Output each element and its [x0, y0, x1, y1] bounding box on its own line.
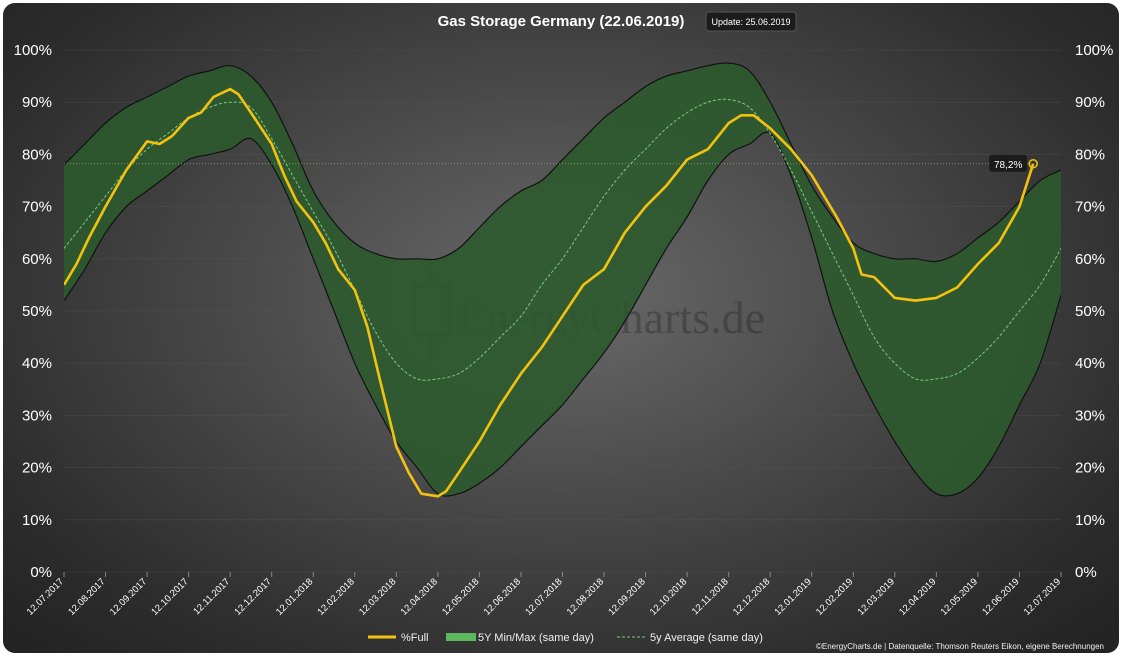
y-tick-label-right: 90%	[1075, 94, 1105, 111]
x-tick-label: 12.06.2018	[482, 576, 523, 617]
x-tick-label: 12.12.2018	[731, 576, 772, 617]
y-tick-label-right: 70%	[1075, 199, 1105, 216]
x-tick-label: 12.04.2019	[897, 576, 938, 617]
x-tick-label: 12.05.2018	[440, 576, 481, 617]
legend: %Full 5Y Min/Max (same day) 5y Average (…	[368, 632, 763, 644]
update-badge: Update: 25.06.2019	[711, 17, 790, 27]
x-tick-label: 12.07.2019	[1022, 576, 1063, 617]
x-tick-label: 12.10.2017	[149, 576, 190, 617]
chart-frame: Gas Storage Germany (22.06.2019) Update:…	[3, 3, 1119, 653]
y-tick-label-left: 50%	[22, 303, 52, 320]
x-tick-label: 12.02.2018	[316, 576, 357, 617]
x-tick-label: 12.01.2019	[772, 576, 813, 617]
x-tick-label: 12.03.2018	[357, 576, 398, 617]
x-tick-label: 12.01.2018	[274, 576, 315, 617]
x-tick-label: 12.07.2017	[25, 576, 66, 617]
y-tick-label-left: 30%	[22, 407, 52, 424]
x-tick-label: 12.10.2018	[648, 576, 689, 617]
y-tick-label-right: 100%	[1075, 42, 1113, 59]
legend-label-band: 5Y Min/Max (same day)	[478, 632, 594, 644]
x-tick-label: 12.08.2018	[565, 576, 606, 617]
x-tick-label: 12.11.2017	[191, 576, 232, 617]
x-tick-label: 12.02.2019	[814, 576, 855, 617]
gas-storage-chart: Gas Storage Germany (22.06.2019) Update:…	[14, 11, 1113, 651]
x-tick-label: 12.05.2019	[939, 576, 980, 617]
current-value-label: 78,2%	[994, 160, 1022, 171]
source-credit: ©EnergyCharts.de | Datenquelle: Thomson …	[816, 642, 1104, 651]
min-max-band	[64, 62, 1061, 497]
y-tick-label-right: 50%	[1075, 303, 1105, 320]
x-tick-label: 12.06.2019	[980, 576, 1021, 617]
y-tick-label-right: 60%	[1075, 251, 1105, 268]
y-tick-label-right: 40%	[1075, 355, 1105, 372]
current-value-label-bg	[989, 154, 1028, 172]
x-tick-label: 12.12.2017	[232, 576, 273, 617]
y-tick-label-left: 90%	[22, 94, 52, 111]
legend-swatch-band	[446, 633, 476, 641]
x-tick-label: 12.07.2018	[523, 576, 564, 617]
y-tick-label-left: 70%	[22, 199, 52, 216]
average-line	[64, 98, 1061, 381]
y-tick-label-left: 80%	[22, 146, 52, 163]
x-tick-label: 12.08.2017	[66, 576, 107, 617]
y-tick-label-left: 0%	[30, 564, 52, 581]
y-tick-label-left: 40%	[22, 355, 52, 372]
full-line	[64, 87, 1035, 498]
y-tick-label-left: 20%	[22, 460, 52, 477]
chart-title: Gas Storage Germany (22.06.2019)	[438, 13, 685, 30]
x-tick-label: 12.04.2018	[399, 576, 440, 617]
current-value-marker	[1028, 159, 1038, 169]
y-tick-label-left: 60%	[22, 251, 52, 268]
y-tick-label-right: 20%	[1075, 460, 1105, 477]
x-tick-label: 12.11.2018	[690, 576, 731, 617]
y-tick-label-left: 10%	[22, 512, 52, 529]
x-tick-label: 12.03.2019	[856, 576, 897, 617]
y-tick-label-right: 0%	[1075, 564, 1097, 581]
min-outline	[64, 131, 1061, 497]
x-tick-label: 12.09.2018	[606, 576, 647, 617]
x-tick-label: 12.09.2017	[108, 576, 149, 617]
y-tick-label-left: 100%	[14, 42, 52, 59]
legend-label-average: 5y Average (same day)	[650, 632, 763, 644]
max-outline	[64, 62, 1061, 263]
update-badge-bg	[705, 11, 797, 32]
y-tick-label-right: 80%	[1075, 146, 1105, 163]
y-tick-label-right: 30%	[1075, 407, 1105, 424]
y-tick-label-right: 10%	[1075, 512, 1105, 529]
legend-label-full: %Full	[401, 632, 429, 644]
